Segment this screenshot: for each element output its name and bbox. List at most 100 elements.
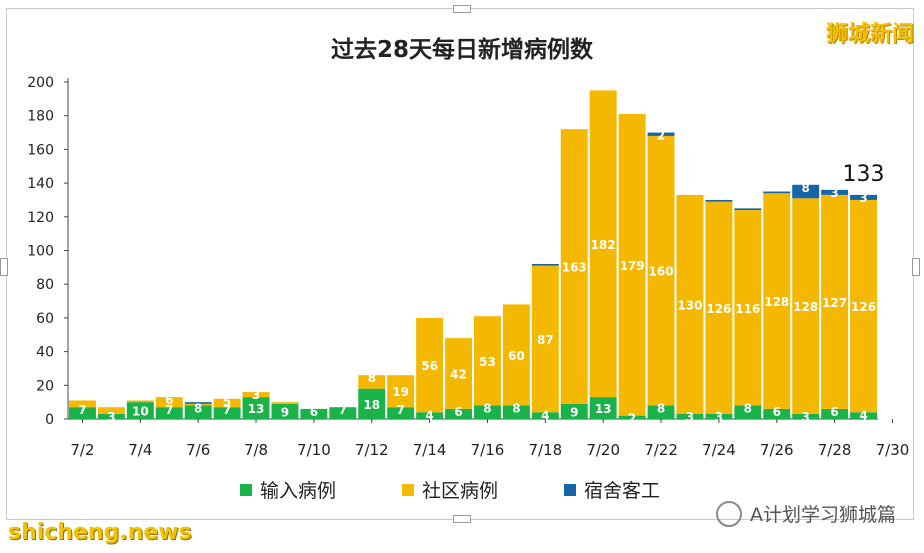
y-tick-label: 80 xyxy=(36,277,54,293)
bar-segment xyxy=(618,415,646,419)
data-label: 7 xyxy=(339,403,347,417)
legend-label-community: 社区病例 xyxy=(422,480,499,502)
y-tick-label: 180 xyxy=(27,109,54,125)
bar-segment xyxy=(358,388,386,419)
data-label: 42 xyxy=(450,368,467,382)
chart-frame xyxy=(6,8,914,520)
y-tick-label: 160 xyxy=(27,142,54,158)
data-label: 126 xyxy=(851,300,876,314)
bar-segment xyxy=(242,397,270,419)
data-label: 6 xyxy=(454,405,462,419)
bar-segment xyxy=(242,392,270,398)
data-label: 6 xyxy=(773,405,781,419)
data-label: 10 xyxy=(132,405,149,419)
bar-segment xyxy=(97,413,125,419)
data-label: 2 xyxy=(628,412,636,426)
resize-handle-left[interactable] xyxy=(0,258,8,276)
data-label: 7 xyxy=(223,403,231,417)
bar-segment xyxy=(647,135,675,406)
y-tick-label: 100 xyxy=(27,244,54,260)
x-tick-label: 7/24 xyxy=(702,441,736,459)
y-tick-label: 20 xyxy=(36,378,54,394)
bar-segment xyxy=(213,407,241,419)
data-label: 8 xyxy=(744,402,752,416)
bar-segment xyxy=(300,408,328,419)
data-label: 127 xyxy=(822,296,847,310)
data-label: 3 xyxy=(107,410,115,424)
data-label: 18 xyxy=(363,398,380,412)
x-tick-label: 7/30 xyxy=(876,441,910,459)
bar-segment xyxy=(184,405,212,419)
watermark-right-text: A计划学习狮城篇 xyxy=(750,504,896,526)
data-label: 7 xyxy=(396,403,404,417)
x-tick-label: 7/28 xyxy=(818,441,852,459)
bar-segment xyxy=(821,194,849,409)
bar-segment xyxy=(416,412,444,419)
bar-segment xyxy=(560,403,588,419)
bar-segment xyxy=(850,412,877,419)
bar-segment xyxy=(474,405,501,419)
bar-segment xyxy=(647,405,675,419)
x-tick-label: 7/10 xyxy=(297,441,331,459)
data-label: 3 xyxy=(801,410,809,424)
data-label: 160 xyxy=(649,265,674,279)
chart-legend: 输入病例 社区病例 宿舍客工 xyxy=(0,476,924,503)
x-tick-label: 7/20 xyxy=(586,441,620,459)
data-label: 4 xyxy=(541,408,549,422)
data-label: 13 xyxy=(595,402,612,416)
bar-segment xyxy=(155,397,183,408)
bar-segment xyxy=(69,400,96,408)
bar-segment xyxy=(850,194,877,200)
bar-segment xyxy=(618,114,646,416)
bar-segment xyxy=(474,316,501,406)
x-tick-label: 7/14 xyxy=(413,441,447,459)
bar-segment xyxy=(531,412,559,419)
bar-segment xyxy=(792,413,820,419)
legend-label-imported: 输入病例 xyxy=(260,480,337,502)
total-annotation: 133 xyxy=(843,162,885,187)
data-label: 130 xyxy=(677,298,702,312)
legend-item-imported: 输入病例 xyxy=(240,476,336,503)
watermark-right: A计划学习狮城篇 xyxy=(716,500,896,527)
bar-segment xyxy=(705,201,733,414)
bar-segment xyxy=(155,407,183,419)
legend-swatch-community xyxy=(402,483,414,496)
data-label: 87 xyxy=(537,333,554,347)
data-label: 3 xyxy=(252,388,260,402)
data-label: 8 xyxy=(801,181,809,195)
y-tick-label: 200 xyxy=(27,75,54,91)
bar-segment xyxy=(560,129,588,404)
data-label: 60 xyxy=(508,349,525,363)
bar-segment xyxy=(763,191,791,194)
legend-swatch-dormitory xyxy=(564,483,576,496)
watermark-left: shicheng.news xyxy=(8,520,192,545)
bar-segment xyxy=(734,210,762,406)
data-label: 6 xyxy=(310,405,318,419)
y-tick-label: 40 xyxy=(36,345,54,361)
bar-segment xyxy=(821,189,849,195)
data-label: 179 xyxy=(620,259,645,273)
bar-segment xyxy=(271,402,299,404)
bar-segment xyxy=(184,402,212,404)
x-tick-label: 7/4 xyxy=(128,441,152,459)
resize-handle-right[interactable] xyxy=(912,258,920,276)
data-label: 7 xyxy=(165,403,173,417)
data-label: 3 xyxy=(715,410,723,424)
y-tick-label: 0 xyxy=(45,412,54,428)
bar-segment xyxy=(271,403,299,419)
bar-segment xyxy=(358,375,386,389)
data-label: 163 xyxy=(562,261,587,275)
data-label: 4 xyxy=(425,408,433,422)
data-label: 3 xyxy=(830,186,838,200)
resize-handle-bottom[interactable] xyxy=(453,515,471,523)
bar-segment xyxy=(589,397,617,419)
bar-segment xyxy=(589,90,617,398)
x-tick-label: 7/6 xyxy=(186,441,210,459)
bar-segment xyxy=(184,403,212,406)
bar-segment xyxy=(445,408,472,419)
x-tick-label: 7/22 xyxy=(644,441,678,459)
data-label: 13 xyxy=(248,402,265,416)
resize-handle-top[interactable] xyxy=(453,5,471,13)
bar-segment xyxy=(445,338,472,409)
